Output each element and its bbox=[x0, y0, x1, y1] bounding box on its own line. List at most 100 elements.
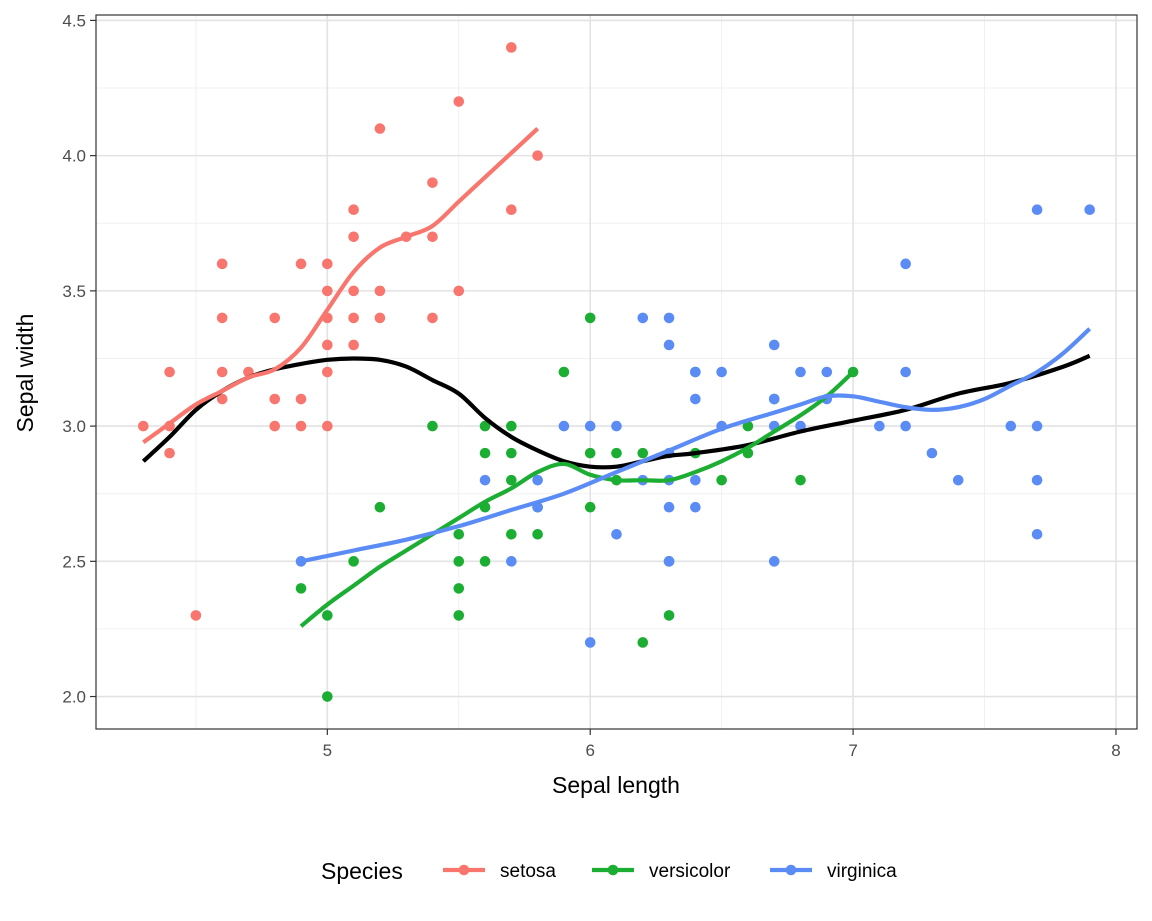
data-point-virginica bbox=[795, 366, 806, 378]
legend-key-point-virginica bbox=[785, 864, 797, 876]
data-point-versicolor bbox=[374, 501, 386, 513]
legend: Species setosa versicolor virginica bbox=[321, 858, 897, 884]
legend-label-versicolor: versicolor bbox=[649, 861, 731, 882]
data-point-versicolor bbox=[322, 691, 333, 702]
data-point-virginica bbox=[900, 420, 911, 432]
data-point-setosa bbox=[295, 420, 307, 432]
data-point-versicolor bbox=[453, 610, 465, 621]
data-point-versicolor bbox=[584, 501, 596, 513]
data-point-virginica bbox=[611, 420, 622, 432]
data-point-versicolor bbox=[795, 474, 806, 486]
data-point-setosa bbox=[427, 231, 438, 243]
data-point-virginica bbox=[506, 556, 517, 567]
legend-label-virginica: virginica bbox=[827, 861, 897, 882]
data-point-setosa bbox=[295, 258, 307, 270]
data-point-setosa bbox=[453, 285, 465, 297]
data-point-virginica bbox=[690, 393, 701, 405]
data-point-virginica bbox=[1084, 204, 1095, 216]
legend-items: setosa versicolor virginica bbox=[443, 861, 897, 882]
data-point-versicolor bbox=[584, 447, 596, 459]
data-point-setosa bbox=[506, 204, 517, 216]
lines-layer bbox=[141, 127, 1092, 628]
data-point-versicolor bbox=[506, 447, 517, 459]
data-point-virginica bbox=[558, 420, 570, 432]
panel-border bbox=[95, 14, 1138, 730]
data-point-setosa bbox=[453, 96, 465, 107]
data-point-setosa bbox=[216, 393, 228, 405]
data-point-setosa bbox=[348, 312, 359, 324]
x-tick-label: 5 bbox=[323, 741, 332, 760]
data-point-virginica bbox=[663, 339, 675, 351]
data-point-virginica bbox=[874, 420, 885, 432]
data-point-virginica bbox=[768, 556, 780, 567]
data-point-setosa bbox=[348, 339, 359, 351]
x-tick-label: 7 bbox=[848, 741, 857, 760]
data-point-virginica bbox=[1031, 420, 1043, 432]
y-tick-label: 4.5 bbox=[62, 11, 86, 30]
legend-key-point-versicolor bbox=[607, 864, 619, 876]
data-point-virginica bbox=[690, 501, 701, 513]
data-point-virginica bbox=[768, 393, 780, 405]
y-axis-title: Sepal width bbox=[12, 314, 38, 433]
data-point-setosa bbox=[164, 366, 175, 378]
data-point-setosa bbox=[427, 312, 438, 324]
data-point-setosa bbox=[216, 258, 228, 270]
y-tick-label: 4.0 bbox=[62, 147, 86, 166]
data-point-setosa bbox=[269, 420, 281, 432]
data-point-setosa bbox=[216, 366, 228, 378]
data-point-virginica bbox=[795, 420, 806, 432]
data-point-setosa bbox=[269, 312, 281, 324]
data-point-versicolor bbox=[637, 637, 649, 648]
data-point-virginica bbox=[479, 474, 491, 486]
data-point-versicolor bbox=[295, 583, 307, 594]
legend-key-point-setosa bbox=[458, 864, 470, 876]
data-point-setosa bbox=[374, 123, 386, 134]
data-point-virginica bbox=[532, 474, 543, 486]
data-point-versicolor bbox=[506, 474, 517, 486]
data-point-versicolor bbox=[637, 447, 649, 459]
data-point-virginica bbox=[663, 501, 675, 513]
data-point-versicolor bbox=[453, 528, 465, 540]
data-point-versicolor bbox=[584, 312, 596, 324]
ticks-layer: 5 6 7 8 2.0 2.5 3.0 3.5 4.0 4.5 bbox=[62, 11, 1120, 760]
data-point-virginica bbox=[584, 637, 596, 648]
data-point-versicolor bbox=[506, 528, 517, 540]
data-point-virginica bbox=[1031, 204, 1043, 216]
data-point-virginica bbox=[952, 474, 964, 486]
smooth-line-setosa bbox=[142, 127, 540, 445]
data-point-virginica bbox=[690, 474, 701, 486]
data-point-setosa bbox=[374, 312, 386, 324]
data-point-virginica bbox=[1031, 528, 1043, 540]
data-point-setosa bbox=[138, 420, 149, 432]
data-point-virginica bbox=[1031, 474, 1043, 486]
data-point-virginica bbox=[663, 556, 675, 567]
legend-title: Species bbox=[321, 858, 403, 884]
data-point-virginica bbox=[611, 528, 622, 540]
data-point-versicolor bbox=[558, 366, 570, 378]
data-point-setosa bbox=[506, 42, 517, 53]
data-point-versicolor bbox=[532, 528, 543, 540]
data-point-versicolor bbox=[453, 583, 465, 594]
data-point-versicolor bbox=[427, 420, 438, 432]
data-point-virginica bbox=[716, 366, 727, 378]
data-point-versicolor bbox=[742, 420, 754, 432]
data-point-virginica bbox=[821, 366, 833, 378]
data-point-versicolor bbox=[716, 474, 727, 486]
smooth-line-virginica bbox=[300, 327, 1092, 564]
y-tick-label: 2.5 bbox=[62, 552, 86, 571]
data-point-setosa bbox=[322, 258, 333, 270]
data-point-setosa bbox=[322, 366, 333, 378]
legend-label-setosa: setosa bbox=[500, 861, 556, 882]
data-point-virginica bbox=[926, 447, 938, 459]
data-point-versicolor bbox=[611, 447, 622, 459]
data-point-versicolor bbox=[479, 556, 491, 567]
data-point-virginica bbox=[768, 339, 780, 351]
data-point-virginica bbox=[900, 366, 911, 378]
x-tick-label: 8 bbox=[1111, 741, 1120, 760]
y-tick-label: 3.0 bbox=[62, 417, 86, 436]
data-point-setosa bbox=[348, 285, 359, 297]
data-point-versicolor bbox=[506, 420, 517, 432]
data-point-versicolor bbox=[479, 447, 491, 459]
data-point-virginica bbox=[584, 420, 596, 432]
